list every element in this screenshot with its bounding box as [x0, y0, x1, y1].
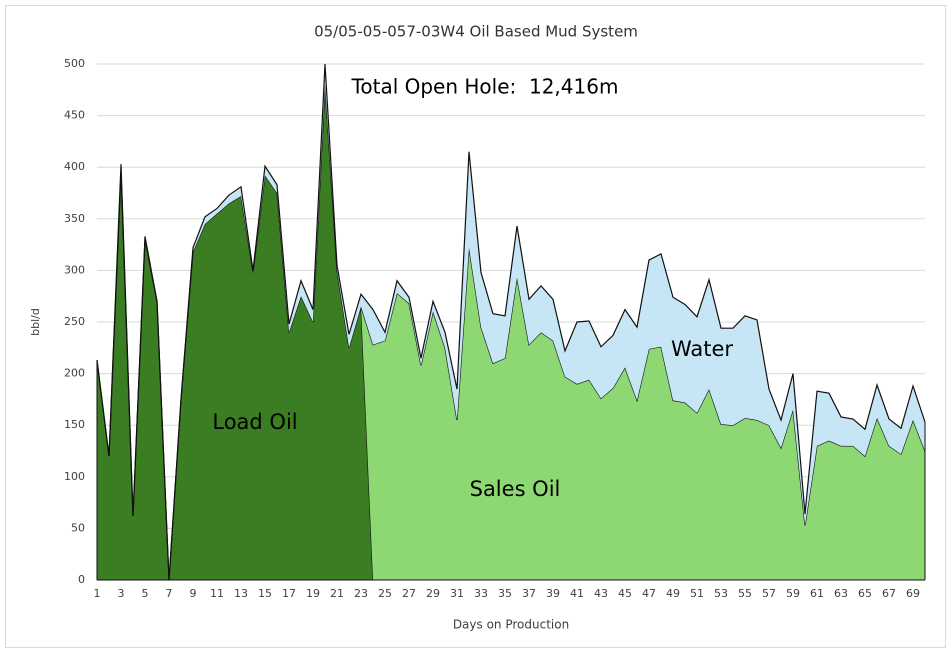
series-label: Sales Oil — [470, 477, 561, 501]
x-tick-label: 59 — [786, 587, 800, 600]
y-axis-label: bbl/d — [29, 308, 42, 336]
x-tick-label: 19 — [306, 587, 320, 600]
y-tick-label: 200 — [64, 367, 85, 380]
y-tick-label: 400 — [64, 160, 85, 173]
x-tick-label: 43 — [594, 587, 608, 600]
x-tick-label: 25 — [378, 587, 392, 600]
x-axis-label: Days on Production — [453, 618, 569, 632]
x-tick-label: 13 — [234, 587, 248, 600]
x-tick-label: 61 — [810, 587, 824, 600]
area — [361, 247, 925, 581]
x-tick-label: 35 — [498, 587, 512, 600]
x-tick-label: 49 — [666, 587, 680, 600]
chart-title: 05/05-05-057-03W4 Oil Based Mud System — [314, 23, 638, 41]
annotation: Total Open Hole: 12,416m — [351, 75, 619, 99]
y-tick-label: 300 — [64, 263, 85, 276]
x-tick-label: 55 — [738, 587, 752, 600]
x-tick-label: 41 — [570, 587, 584, 600]
y-tick-label: 450 — [64, 109, 85, 122]
x-tick-label: 29 — [426, 587, 440, 600]
x-tick-label: 45 — [618, 587, 632, 600]
series-label: Load Oil — [212, 410, 297, 434]
y-tick-label: 500 — [64, 57, 85, 70]
x-tick-label: 33 — [474, 587, 488, 600]
x-tick-label: 23 — [354, 587, 368, 600]
x-tick-label: 9 — [190, 587, 197, 600]
x-tick-label: 21 — [330, 587, 344, 600]
x-tick-label: 51 — [690, 587, 704, 600]
y-tick-label: 150 — [64, 418, 85, 431]
series-label: Water — [671, 337, 733, 361]
x-tick-label: 3 — [118, 587, 125, 600]
x-tick-label: 67 — [882, 587, 896, 600]
x-tick-label: 39 — [546, 587, 560, 600]
y-tick-label: 100 — [64, 470, 85, 483]
x-tick-label: 7 — [166, 587, 173, 600]
x-tick-label: 53 — [714, 587, 728, 600]
y-tick-label: 0 — [78, 573, 85, 586]
x-tick-label: 47 — [642, 587, 656, 600]
y-tick-label: 250 — [64, 315, 85, 328]
y-tick-label: 50 — [71, 521, 85, 534]
y-tick-label: 350 — [64, 212, 85, 225]
x-tick-label: 37 — [522, 587, 536, 600]
x-tick-label: 57 — [762, 587, 776, 600]
x-tick-label: 63 — [834, 587, 848, 600]
x-tick-label: 65 — [858, 587, 872, 600]
area — [97, 84, 373, 580]
x-tick-label: 1 — [94, 587, 101, 600]
x-tick-label: 11 — [210, 587, 224, 600]
x-tick-label: 69 — [906, 587, 920, 600]
area-outline — [96, 63, 926, 581]
x-tick-label: 27 — [402, 587, 416, 600]
x-tick-label: 31 — [450, 587, 464, 600]
x-tick-label: 17 — [282, 587, 296, 600]
x-tick-label: 15 — [258, 587, 272, 600]
x-tick-label: 5 — [142, 587, 149, 600]
